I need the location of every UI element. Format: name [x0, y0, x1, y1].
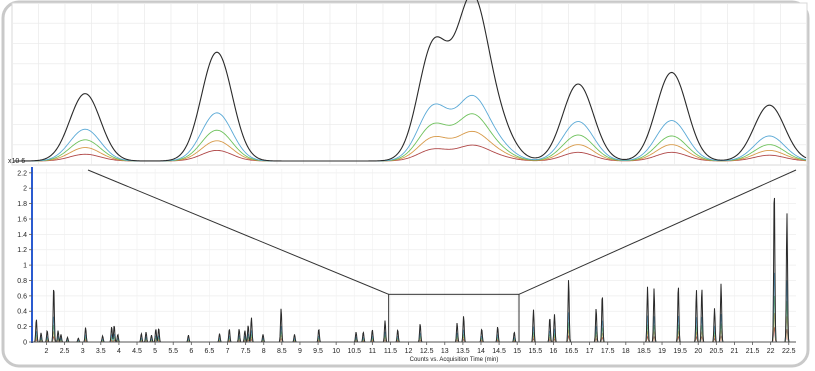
zoom-inset-panel [11, 0, 808, 166]
y-tick-label: 1.8 [17, 201, 27, 208]
y-tick-label: 2.2 [17, 170, 27, 177]
zoom-connector-right [518, 169, 797, 295]
zoom-inset-traces [14, 0, 807, 162]
x-tick-label: 2 [45, 348, 49, 355]
y-tick-label: 0.4 [17, 309, 27, 316]
x-tick-label: 22.5 [782, 348, 796, 355]
y-tick-label: 1.2 [17, 247, 27, 254]
x-tick-label: 22 [767, 348, 775, 355]
x-tick-label: 13.5 [456, 348, 470, 355]
y-tick-label: 2 [23, 186, 27, 193]
inset-trace-0 [14, 0, 807, 162]
y-tick-label: 0.6 [17, 293, 27, 300]
y-tick-label: 1 [23, 263, 27, 270]
x-tick-label: 15.5 [528, 348, 542, 355]
x-tick-label: 12 [405, 348, 413, 355]
x-tick-label: 7.5 [241, 348, 251, 355]
x-tick-label: 11 [369, 348, 376, 355]
zoom-connector-left [87, 169, 389, 295]
x-tick-label: 17.5 [601, 348, 615, 355]
x-tick-label: 4 [117, 348, 121, 355]
y-tick-label: 1.6 [17, 216, 27, 223]
y-tick-label: 1.4 [17, 232, 27, 239]
x-tick-label: 14.5 [492, 348, 506, 355]
x-tick-label: 3.5 [96, 348, 106, 355]
x-tick-label: 9.5 [313, 348, 323, 355]
y-tick-labels: 0 0.2 0.4 0.6 0.8 1 1.2 1.4 1.6 1.8 2 2.2 [17, 170, 32, 347]
x-tick-label: 6 [189, 348, 193, 355]
y-multiplier-label: x10 6 [8, 158, 25, 165]
x-tick-label: 21.5 [746, 348, 760, 355]
x-tick-label: 13 [441, 348, 449, 355]
x-tick-label: 4.5 [132, 348, 142, 355]
y-tick-label: 0.8 [17, 278, 27, 285]
x-tick-label: 3 [81, 348, 85, 355]
x-tick-label: 2.5 [60, 348, 70, 355]
x-tick-label: 8 [262, 348, 266, 355]
x-tick-label: 11.5 [384, 348, 397, 355]
x-tick-labels: 2 2.5 3 3.5 4 4.5 5 5.5 6 6.5 7 7.5 8 8.5 9 9.5 10 10.5 11… [45, 342, 796, 355]
x-tick-label: 19.5 [673, 348, 687, 355]
x-tick-label: 10.5 [347, 348, 361, 355]
x-tick-label: 10 [332, 348, 340, 355]
main-axes [31, 167, 796, 343]
x-tick-label: 18.5 [637, 348, 651, 355]
x-tick-label: 6.5 [205, 348, 215, 355]
x-tick-label: 19 [658, 348, 666, 355]
x-tick-label: 5.5 [168, 348, 178, 355]
x-tick-label: 14 [477, 348, 485, 355]
x-axis-title: Counts vs. Acquisition Time (min) [410, 357, 499, 363]
y-tick-label: 0 [23, 340, 27, 347]
x-tick-label: 17 [586, 348, 594, 355]
x-tick-label: 15 [513, 348, 521, 355]
x-tick-label: 20 [694, 348, 702, 355]
x-tick-label: 12.5 [420, 348, 434, 355]
x-tick-label: 16.5 [565, 348, 579, 355]
x-tick-label: 5 [153, 348, 157, 355]
x-tick-label: 21 [731, 348, 739, 355]
y-tick-label: 0.2 [17, 324, 27, 331]
x-tick-label: 7 [226, 348, 230, 355]
x-tick-label: 16 [550, 348, 558, 355]
x-tick-label: 18 [622, 348, 630, 355]
main-chromatogram-panel: x10 6 00.20.40.60.811.21.41.61.822.2 2 2.… [8, 158, 797, 363]
x-tick-label: 9 [298, 348, 302, 355]
x-tick-label: 8.5 [277, 348, 287, 355]
x-tick-label: 20.5 [710, 348, 724, 355]
